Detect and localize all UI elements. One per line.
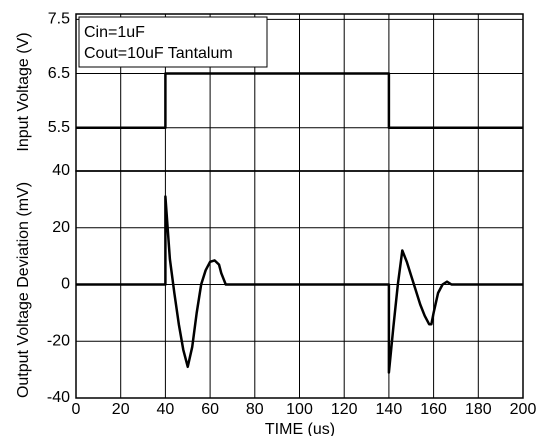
x-axis-label: TIME (us) (265, 421, 335, 436)
data-line (76, 195, 523, 374)
annotation: Cin=1uF (84, 24, 145, 41)
x-tick-label: 60 (201, 401, 219, 418)
x-tick-label: 40 (157, 401, 175, 418)
x-tick-label: 120 (331, 401, 358, 418)
y-axis-label: Input Voltage (V) (15, 32, 32, 151)
x-tick-label: 140 (376, 401, 403, 418)
y-axis-label: Output Voltage Deviation (mV) (15, 182, 32, 398)
x-tick-label: 100 (286, 401, 313, 418)
x-tick-label: 20 (112, 401, 130, 418)
y-tick-label: 6.5 (48, 65, 70, 82)
y-tick-label: -40 (47, 389, 70, 406)
x-tick-label: 0 (72, 401, 81, 418)
x-tick-label: 80 (246, 401, 264, 418)
x-tick-label: 180 (465, 401, 492, 418)
y-tick-label: 20 (52, 219, 70, 236)
y-tick-label: 5.5 (48, 119, 70, 136)
annotation: Cout=10uF Tantalum (84, 45, 233, 62)
annotation-box (78, 16, 268, 68)
x-tick-label: 160 (420, 401, 447, 418)
y-tick-label: 7.5 (48, 11, 70, 28)
y-tick-label: 0 (61, 276, 70, 293)
y-tick-label: -20 (47, 332, 70, 349)
data-line (76, 72, 523, 129)
y-tick-label: 40 (52, 162, 70, 179)
x-tick-label: 200 (510, 401, 537, 418)
